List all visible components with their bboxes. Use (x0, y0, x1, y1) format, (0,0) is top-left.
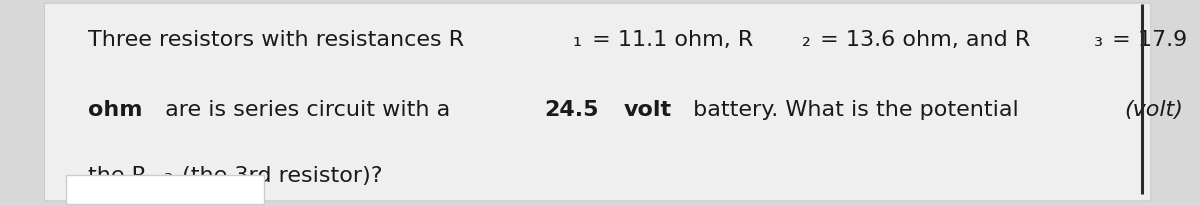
FancyBboxPatch shape (66, 175, 264, 204)
Text: = 17.9: = 17.9 (1105, 29, 1187, 49)
Text: (the 3rd resistor)?: (the 3rd resistor)? (175, 165, 383, 185)
Text: battery. What is the potential: battery. What is the potential (686, 99, 1026, 119)
Text: (volt): (volt) (1124, 99, 1183, 119)
Text: ohm: ohm (88, 99, 142, 119)
Text: the R: the R (88, 165, 146, 185)
Text: ₃: ₃ (163, 165, 173, 185)
Text: volt: volt (624, 99, 672, 119)
Text: ₁: ₁ (572, 29, 582, 49)
Text: ₃: ₃ (1093, 29, 1103, 49)
Text: ₂: ₂ (802, 29, 810, 49)
Text: = 11.1 ohm, R: = 11.1 ohm, R (584, 29, 752, 49)
Text: = 13.6 ohm, and R: = 13.6 ohm, and R (814, 29, 1031, 49)
Text: are is series circuit with a: are is series circuit with a (158, 99, 457, 119)
Text: 24.5: 24.5 (545, 99, 599, 119)
Text: Three resistors with resistances R: Three resistors with resistances R (88, 29, 463, 49)
